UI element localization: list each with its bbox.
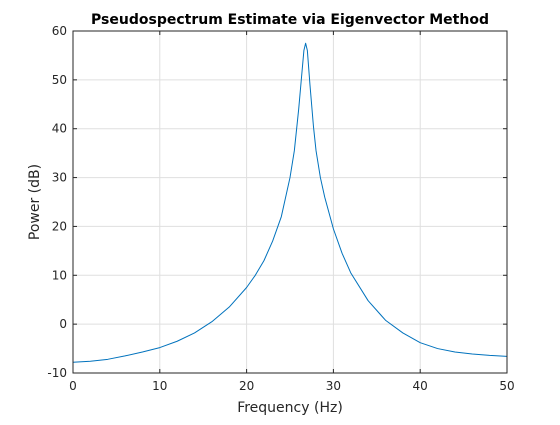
y-tick-label: 50 bbox=[52, 73, 67, 87]
x-tick-label: 30 bbox=[326, 379, 341, 393]
series-layer bbox=[72, 42, 508, 363]
y-tick-label: 30 bbox=[52, 171, 67, 185]
y-tick-label: 0 bbox=[59, 317, 67, 331]
grid bbox=[73, 31, 507, 373]
y-tick-label: 10 bbox=[52, 268, 67, 282]
x-axis-label: Frequency (Hz) bbox=[237, 400, 343, 416]
x-tick-label: 0 bbox=[69, 379, 77, 393]
y-tick-label: 20 bbox=[52, 219, 67, 233]
x-tick-label: 20 bbox=[239, 379, 254, 393]
x-tick-label: 40 bbox=[413, 379, 428, 393]
x-tick-label: 50 bbox=[499, 379, 514, 393]
plot-box bbox=[72, 30, 508, 374]
x-tick-label: 10 bbox=[152, 379, 167, 393]
y-tick-label: 40 bbox=[52, 122, 67, 136]
pseudospectrum-line bbox=[72, 42, 508, 363]
plot-area bbox=[73, 31, 507, 373]
y-tick-label: -10 bbox=[47, 366, 67, 380]
chart-title: Pseudospectrum Estimate via Eigenvector … bbox=[91, 12, 489, 28]
y-tick-label: 60 bbox=[52, 24, 67, 38]
y-axis-label: Power (dB) bbox=[27, 164, 43, 240]
